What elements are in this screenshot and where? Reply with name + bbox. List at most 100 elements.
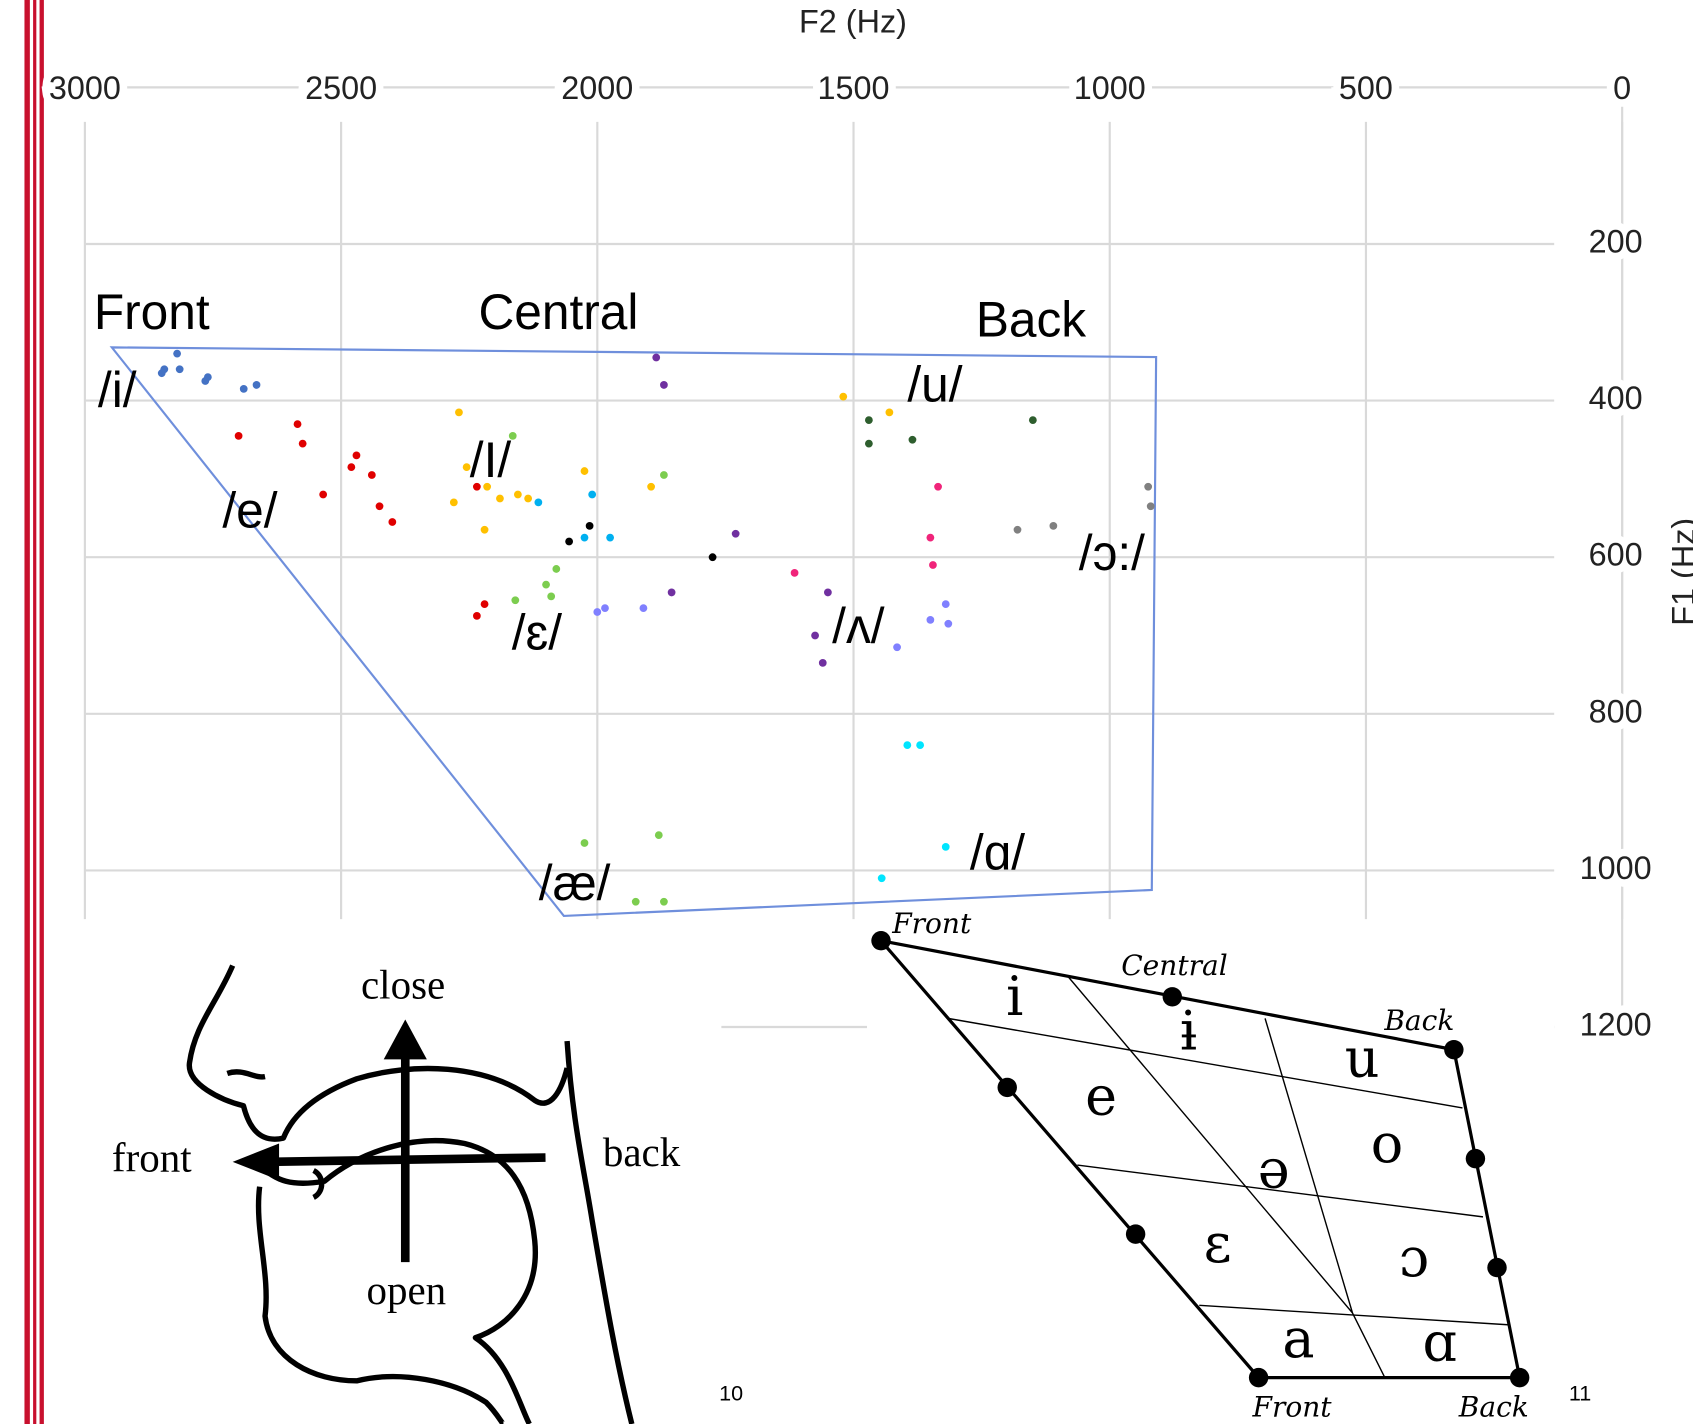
y-axis-title: F1 (Hz) <box>1665 518 1693 626</box>
annotation: /ɛ/ <box>512 605 563 661</box>
point <box>885 408 893 416</box>
point <box>552 565 560 573</box>
point <box>660 898 668 906</box>
annotation: /i/ <box>98 362 137 418</box>
point <box>450 498 458 506</box>
vowel-symbol: i <box>1006 965 1023 1028</box>
point <box>299 440 307 448</box>
diagram-label: back <box>603 1129 681 1175</box>
y-tick-label: 400 <box>1589 380 1643 416</box>
x-tick-label: 1000 <box>1074 70 1146 106</box>
point <box>942 843 950 851</box>
annotation: /ɔ:/ <box>1079 525 1145 581</box>
x-tick-label: 1500 <box>818 70 890 106</box>
point <box>511 596 519 604</box>
annotation: Central <box>478 284 638 340</box>
point <box>368 471 376 479</box>
point <box>319 491 327 499</box>
red-bar <box>24 0 43 1424</box>
annotation: /ɑ/ <box>970 825 1025 881</box>
point <box>926 616 934 624</box>
point <box>652 354 660 362</box>
point <box>660 381 668 389</box>
annotation: Back <box>976 292 1086 348</box>
point <box>601 604 609 612</box>
corner-label: Back <box>1383 1004 1454 1037</box>
point <box>1029 416 1037 424</box>
point <box>1144 483 1152 491</box>
point <box>581 534 589 542</box>
vowel-symbol: a <box>1282 1307 1314 1370</box>
point <box>581 467 589 475</box>
point <box>542 581 550 589</box>
x-tick-label: 3000 <box>49 70 121 106</box>
corner-label: Central <box>1121 949 1227 982</box>
x-tick-label: 500 <box>1339 70 1393 106</box>
point <box>158 369 166 377</box>
point <box>481 526 489 534</box>
vowel-chart: Front Central Back Front Back i ɨ u e o … <box>867 907 1554 1424</box>
point <box>294 420 302 428</box>
x-axis-title: F2 (Hz) <box>799 3 907 39</box>
point <box>903 741 911 749</box>
point <box>534 498 542 506</box>
vowel-symbol: e <box>1085 1064 1117 1127</box>
point <box>1014 526 1022 534</box>
annotation: /u/ <box>907 356 962 412</box>
point <box>709 553 717 561</box>
point <box>253 381 261 389</box>
point <box>565 538 573 546</box>
point <box>481 600 489 608</box>
y-tick-label: 200 <box>1589 224 1643 260</box>
point <box>732 530 740 538</box>
annotation: /I/ <box>470 432 512 488</box>
vowel-symbol: ɨ <box>1180 1000 1197 1063</box>
point <box>1147 502 1155 510</box>
point <box>839 393 847 401</box>
point <box>201 377 209 385</box>
point <box>235 432 243 440</box>
point <box>668 589 676 597</box>
point <box>929 561 937 569</box>
point <box>455 408 463 416</box>
page-number: 10 <box>719 1381 743 1406</box>
point <box>916 741 924 749</box>
x-tick-label: 2500 <box>305 70 377 106</box>
corner-label: Back <box>1458 1390 1529 1423</box>
point <box>893 643 901 651</box>
point <box>376 502 384 510</box>
annotation: Front <box>94 284 210 340</box>
point <box>660 471 668 479</box>
page-number: 11 <box>1569 1381 1591 1406</box>
point <box>514 491 522 499</box>
point <box>581 839 589 847</box>
point <box>496 495 504 503</box>
point <box>655 831 663 839</box>
point <box>347 463 355 471</box>
tongue-diagram: close front back open <box>45 920 721 1424</box>
diagram-label: open <box>367 1267 447 1313</box>
point <box>909 436 917 444</box>
point <box>865 440 873 448</box>
point <box>944 620 952 628</box>
point <box>524 495 532 503</box>
point <box>865 416 873 424</box>
front-arrow <box>270 1158 545 1162</box>
x-tick-label: 2000 <box>561 70 633 106</box>
point <box>878 874 886 882</box>
bar-stripe <box>36 0 39 1424</box>
point <box>593 608 601 616</box>
vowel-symbol: ɛ <box>1204 1212 1232 1275</box>
point <box>934 483 942 491</box>
point <box>1049 522 1057 530</box>
corner-label: Front <box>891 907 972 940</box>
point <box>819 659 827 667</box>
point <box>926 534 934 542</box>
point <box>473 612 481 620</box>
point <box>586 522 594 530</box>
y-tick-label: 1000 <box>1580 850 1652 886</box>
point <box>588 491 596 499</box>
point <box>791 569 799 577</box>
bar-stripe <box>30 0 33 1424</box>
vowel-symbol: ɔ <box>1399 1226 1429 1289</box>
